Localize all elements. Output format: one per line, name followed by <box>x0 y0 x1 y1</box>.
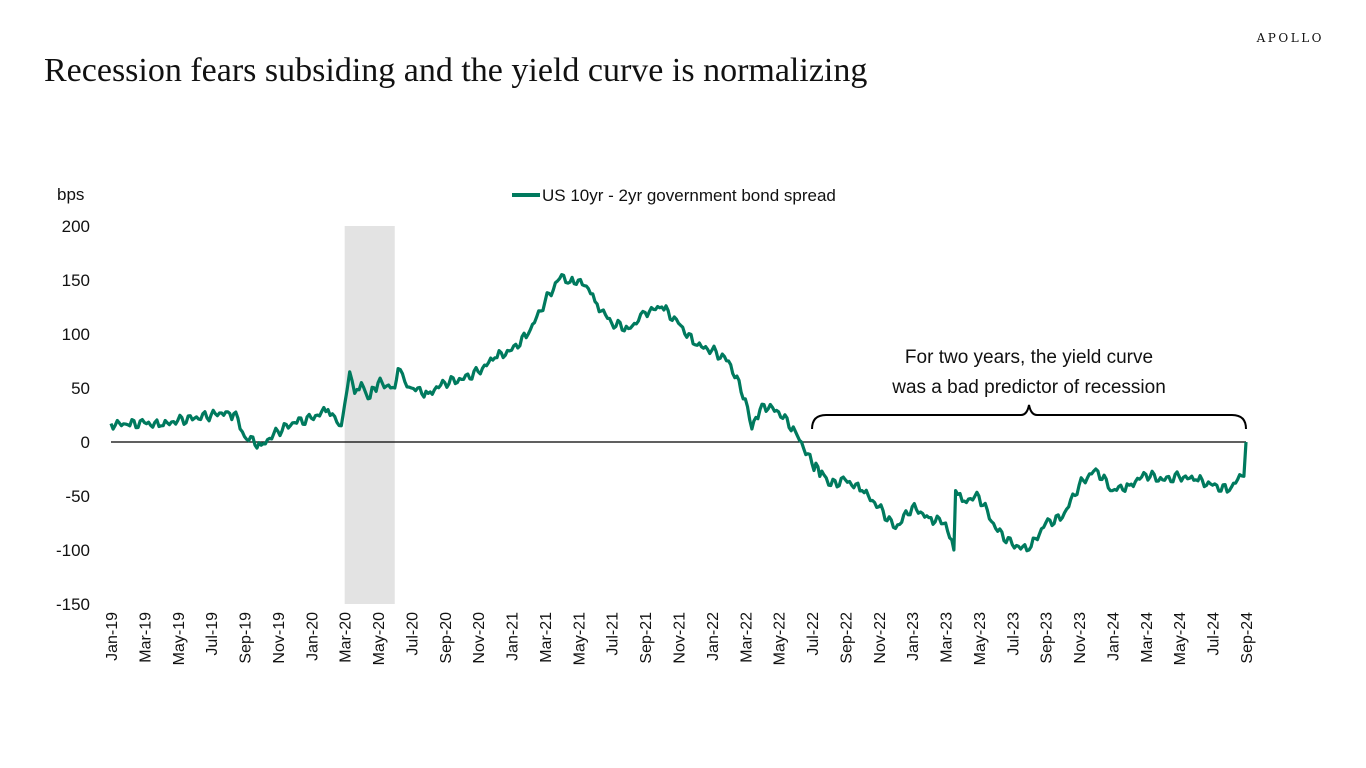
x-tick-label: May-21 <box>571 612 588 665</box>
y-axis-label: bps <box>57 185 84 204</box>
x-tick-label: Sep-21 <box>638 612 655 664</box>
x-tick-label: May-19 <box>171 612 188 665</box>
x-tick-label: May-23 <box>972 612 989 665</box>
x-tick-label: Jan-24 <box>1105 612 1122 661</box>
annotation-brace <box>811 404 1247 430</box>
y-tick-label: -150 <box>56 595 90 614</box>
x-tick-label: Mar-19 <box>137 612 154 663</box>
x-tick-label: Nov-19 <box>271 612 288 664</box>
series-line-us-10yr-2yr <box>109 273 1248 553</box>
x-tick-label: Mar-24 <box>1139 612 1156 663</box>
x-tick-label: Jan-19 <box>104 612 121 661</box>
x-tick-label: Jan-21 <box>505 612 522 661</box>
y-tick-label: 50 <box>71 379 90 398</box>
x-tick-label: Mar-22 <box>738 612 755 663</box>
x-tick-label: Nov-20 <box>471 612 488 664</box>
y-tick-label: 200 <box>62 217 90 236</box>
x-tick-label: Nov-21 <box>672 612 689 664</box>
x-tick-label: Sep-23 <box>1039 612 1056 664</box>
x-tick-label: Jul-20 <box>404 612 421 656</box>
x-tick-label: Jan-20 <box>304 612 321 661</box>
brand-logo: APOLLO <box>1256 31 1324 45</box>
y-tick-label: 150 <box>62 271 90 290</box>
annotation-line-1: For two years, the yield curve <box>905 347 1153 368</box>
annotation-line-2: was a bad predictor of recession <box>891 377 1166 398</box>
y-tick-label: 100 <box>62 325 90 344</box>
x-tick-label: May-22 <box>772 612 789 665</box>
x-tick-label: May-20 <box>371 612 388 665</box>
x-tick-label: Nov-23 <box>1072 612 1089 664</box>
x-tick-label: May-24 <box>1172 612 1189 665</box>
x-tick-label: Sep-22 <box>838 612 855 664</box>
x-tick-label: Jan-23 <box>905 612 922 661</box>
x-tick-label: Mar-20 <box>338 612 355 663</box>
x-tick-label: Sep-24 <box>1239 612 1256 664</box>
legend: US 10yr - 2yr government bond spread <box>512 186 836 205</box>
x-tick-label: Jul-23 <box>1005 612 1022 656</box>
x-tick-label: Nov-22 <box>872 612 889 664</box>
x-tick-label: Mar-23 <box>939 612 956 663</box>
x-tick-label: Jul-21 <box>605 612 622 656</box>
y-tick-label: 0 <box>81 433 90 452</box>
x-tick-label: Jul-19 <box>204 612 221 656</box>
legend-label: US 10yr - 2yr government bond spread <box>542 186 836 205</box>
page-title: Recession fears subsiding and the yield … <box>44 52 868 89</box>
x-tick-label: Jan-22 <box>705 612 722 661</box>
x-tick-label: Jul-22 <box>805 612 822 656</box>
y-tick-label: -100 <box>56 541 90 560</box>
x-tick-label: Sep-19 <box>238 612 255 664</box>
y-tick-label: -50 <box>65 487 90 506</box>
recession-shading <box>344 226 395 604</box>
x-tick-label: Jul-24 <box>1206 612 1223 656</box>
x-tick-label: Sep-20 <box>438 612 455 664</box>
x-tick-label: Mar-21 <box>538 612 555 663</box>
